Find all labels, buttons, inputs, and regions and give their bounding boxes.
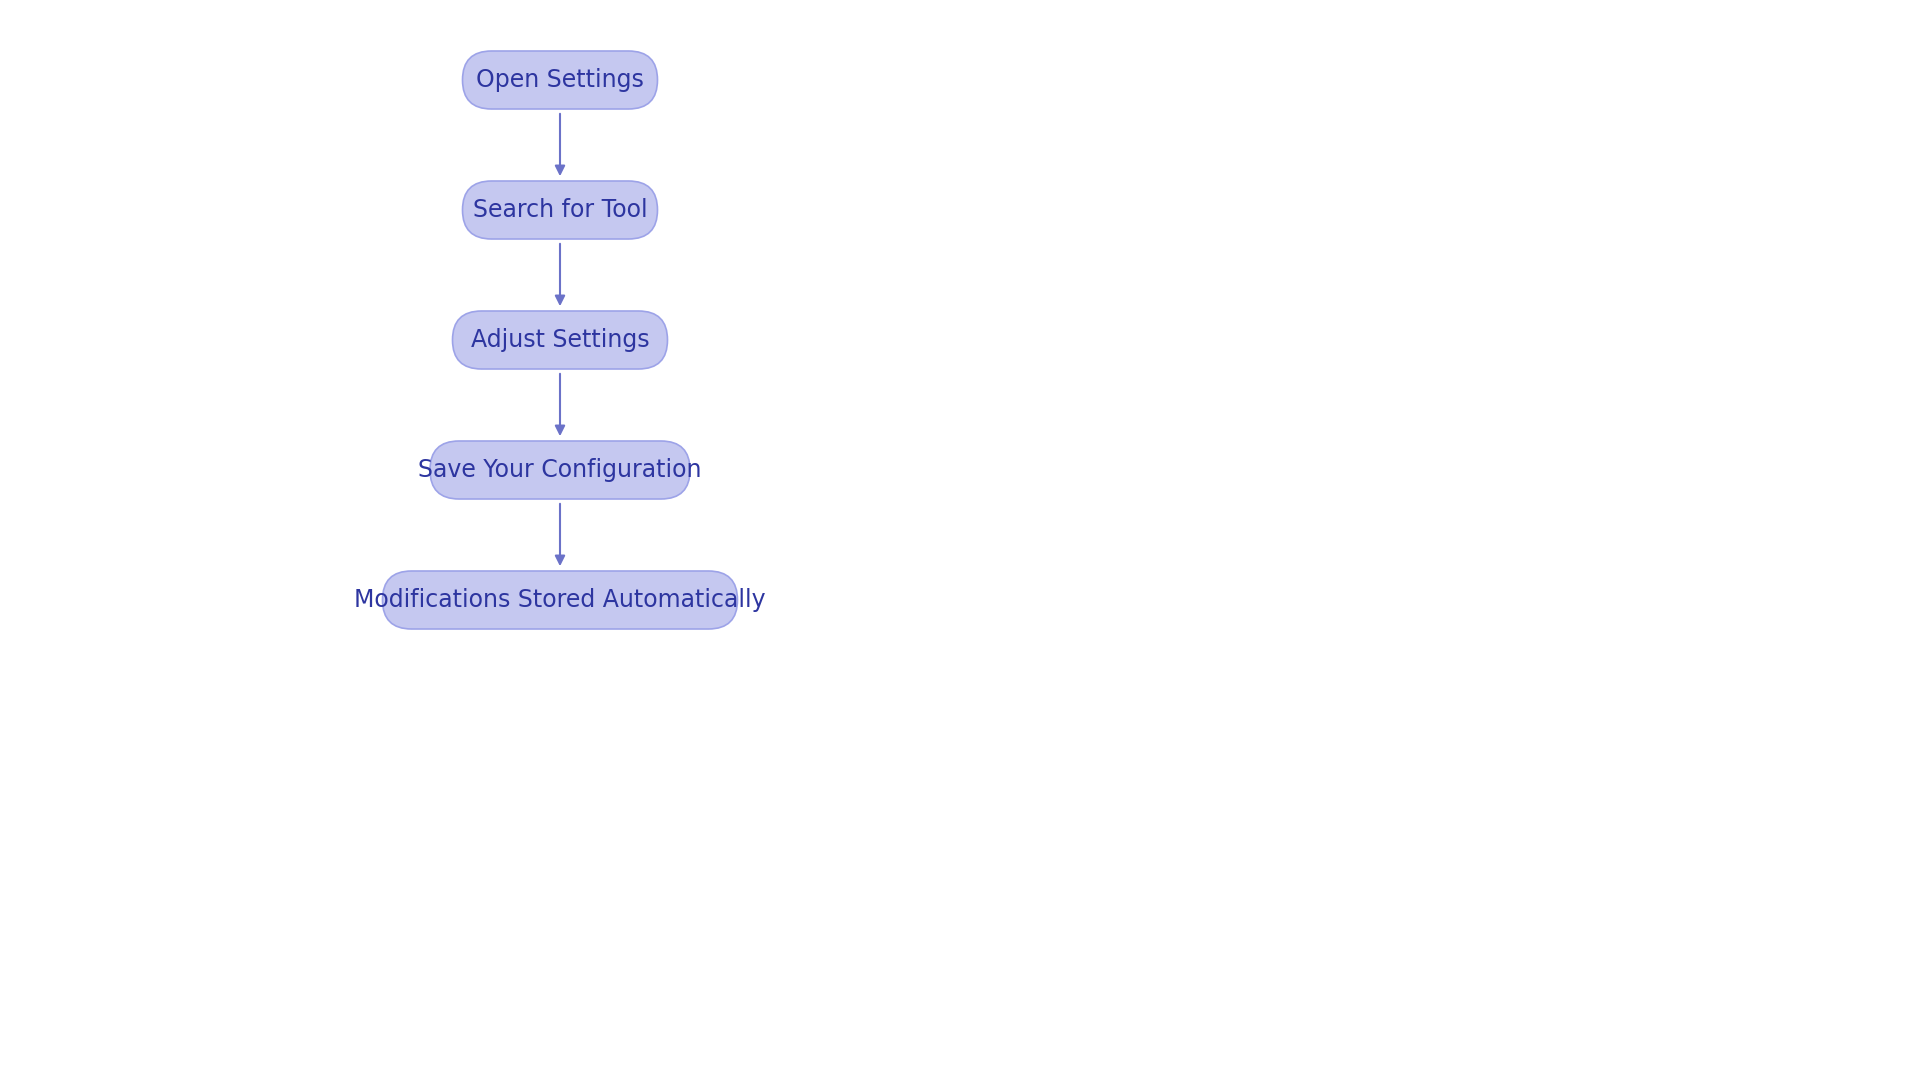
FancyBboxPatch shape — [453, 311, 668, 369]
Text: Adjust Settings: Adjust Settings — [470, 328, 649, 352]
Text: Search for Tool: Search for Tool — [472, 198, 647, 222]
FancyBboxPatch shape — [463, 51, 657, 109]
Text: Save Your Configuration: Save Your Configuration — [419, 458, 701, 482]
Text: Modifications Stored Automatically: Modifications Stored Automatically — [353, 588, 766, 612]
FancyBboxPatch shape — [430, 441, 689, 499]
Text: Open Settings: Open Settings — [476, 68, 643, 92]
FancyBboxPatch shape — [382, 571, 737, 629]
FancyBboxPatch shape — [463, 181, 657, 239]
